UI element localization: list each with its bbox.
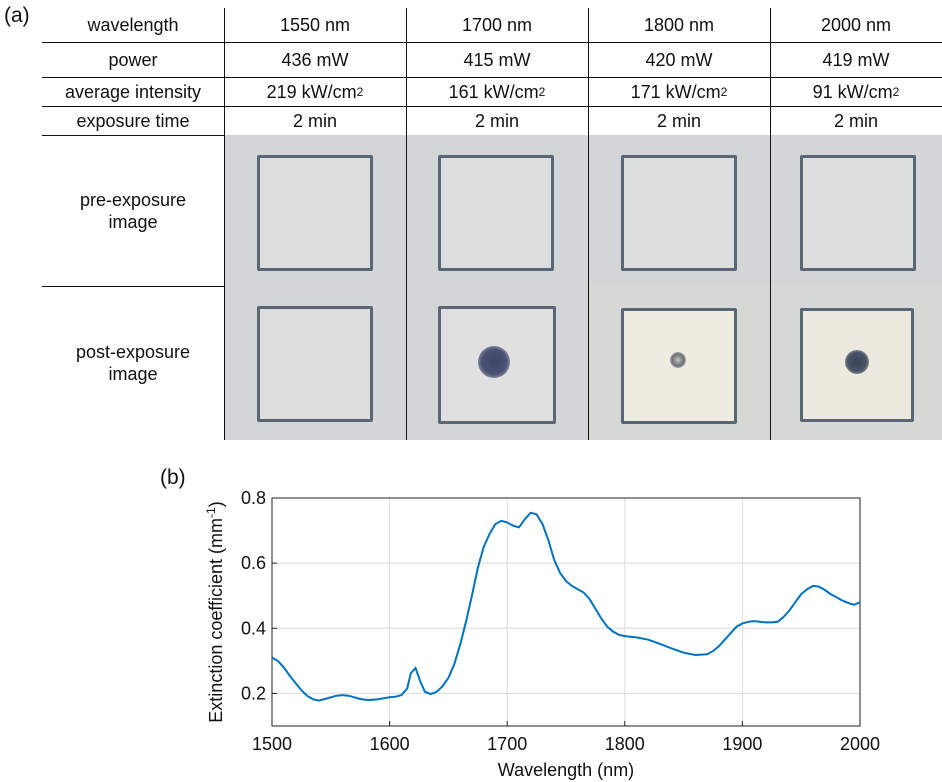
sample-square: [257, 306, 373, 422]
col2-time: 2 min: [474, 110, 519, 131]
row-label-exposure-time: exposure time: [76, 110, 190, 131]
col2-intensity-value: 161 kW/cm: [448, 81, 539, 102]
col4-power: 419 mW: [822, 49, 890, 70]
post-exposure-image-1700: [406, 286, 588, 440]
y-tick-label: 0.4: [241, 618, 266, 638]
y-axis-label: Extinction coefficient (mm-1): [204, 501, 226, 722]
col2-power: 415 mW: [463, 49, 531, 70]
plot-ticks: 1500 1600 1700 1800 1900 2000 0.2 0.4 0.6 0.8: [241, 488, 880, 754]
col1-wavelength: 1550 nm: [279, 15, 351, 35]
col4-time: 2 min: [833, 110, 878, 131]
panel-b-label: (b): [160, 466, 186, 489]
pre-exposure-image-2000: [770, 135, 942, 286]
col1-intensity: 219 kW/cm 2: [224, 77, 406, 106]
col4-intensity: 91 kW/cm 2: [770, 77, 942, 106]
col2-wavelength: 1700 nm: [461, 15, 533, 35]
col3-intensity-value: 171 kW/cm: [630, 81, 721, 102]
burn-spot-medium: [845, 350, 869, 374]
x-tick-label: 1900: [722, 734, 762, 754]
row-label-post-exposure: post-exposure image: [75, 342, 191, 384]
x-tick-label: 1800: [605, 734, 645, 754]
sample-square: [257, 155, 373, 271]
post-exposure-image-1550: [224, 286, 406, 440]
intensity-superscript: 2: [538, 84, 546, 99]
extinction-curve: [271, 511, 861, 702]
burn-spot-small: [670, 352, 686, 368]
col4-intensity-value: 91 kW/cm: [812, 81, 893, 102]
plot-axes-box: [271, 497, 861, 727]
sample-square: [438, 155, 554, 271]
row-label-pre-exposure: pre-exposure image: [79, 189, 187, 232]
x-tick-label: 2000: [840, 734, 880, 754]
row-label-wavelength: wavelength: [87, 15, 179, 35]
col3-time: 2 min: [656, 110, 701, 131]
col3-wavelength: 1800 nm: [643, 15, 715, 35]
x-axis-label: Wavelength (nm): [498, 760, 634, 780]
intensity-superscript: 2: [892, 84, 900, 99]
row-label-power: power: [108, 49, 158, 70]
col1-power: 436 mW: [281, 49, 349, 70]
sample-square: [621, 155, 737, 271]
sample-square: [800, 308, 914, 422]
col3-intensity: 171 kW/cm 2: [588, 77, 770, 106]
panel-a-label: (a): [4, 4, 30, 27]
col3-power: 420 mW: [645, 49, 713, 70]
x-tick-label: 1600: [370, 734, 410, 754]
pre-exposure-image-1550: [224, 135, 406, 286]
col1-intensity-value: 219 kW/cm: [266, 81, 357, 102]
intensity-superscript: 2: [356, 84, 364, 99]
burn-spot-large: [478, 346, 510, 378]
pre-exposure-image-1700: [406, 135, 588, 286]
post-exposure-image-2000: [770, 286, 942, 440]
y-tick-label: 0.6: [241, 553, 266, 573]
y-tick-label: 0.8: [241, 488, 266, 508]
y-tick-label: 0.2: [241, 683, 266, 703]
sample-square: [800, 155, 916, 271]
intensity-superscript: 2: [720, 84, 728, 99]
x-tick-label: 1500: [252, 734, 292, 754]
post-exposure-image-1800: [588, 286, 770, 440]
col1-time: 2 min: [292, 110, 337, 131]
col4-wavelength: 2000 nm: [820, 15, 892, 35]
pre-exposure-image-1800: [588, 135, 770, 286]
row-label-intensity: average intensity: [64, 81, 202, 102]
col2-intensity: 161 kW/cm 2: [406, 77, 588, 106]
plot-grid: [271, 497, 861, 726]
x-tick-label: 1700: [487, 734, 527, 754]
